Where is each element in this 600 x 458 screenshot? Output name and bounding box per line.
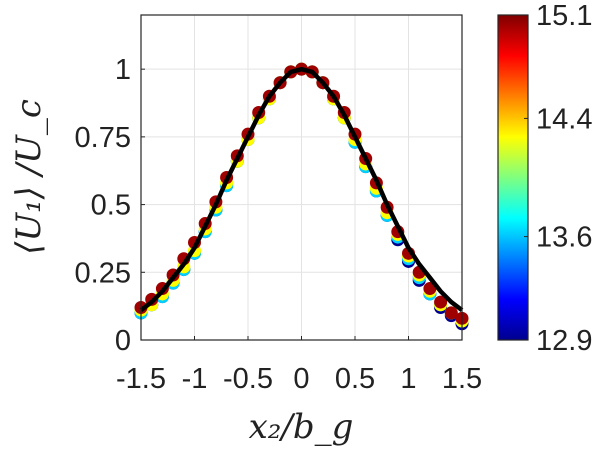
x-tick-label: -0.5 — [223, 363, 273, 395]
y-tick-label: 0.5 — [91, 190, 131, 222]
x-tick-label: -1.5 — [116, 363, 166, 395]
colorbar-tick-label: 14.4 — [536, 103, 592, 135]
y-tick-label: 0 — [115, 325, 131, 357]
y-tick-label: 1 — [115, 54, 131, 86]
x-axis-label: x₂/b_g — [249, 407, 354, 447]
data-point — [434, 295, 448, 309]
y-axis: 0 0.25 0.5 0.75 1 — [75, 54, 145, 357]
x-tick-label: 1.5 — [442, 363, 482, 395]
colorbar-tick-label: 12.9 — [536, 325, 592, 357]
y-tick-label: 0.75 — [75, 122, 131, 154]
colorbar-tick-label: 15.1 — [536, 0, 592, 32]
colorbar-ticks: 12.9 13.6 14.4 15.1 — [524, 0, 592, 357]
reference-curve — [139, 66, 464, 312]
x-tick-label: -1 — [182, 363, 208, 395]
x-tick-label: 0.5 — [335, 363, 375, 395]
x-axis: -1.5 -1 -0.5 0 0.5 1 1.5 — [116, 336, 482, 395]
colorbar-tick-label: 13.6 — [536, 222, 592, 254]
colorbar — [497, 14, 529, 341]
y-axis-label: ⟨U₁⟩ /U_c — [9, 99, 49, 255]
x-tick-label: 1 — [400, 363, 416, 395]
y-tick-label: 0.25 — [75, 257, 131, 289]
data-point — [444, 306, 458, 320]
x-tick-label: 0 — [293, 363, 309, 395]
